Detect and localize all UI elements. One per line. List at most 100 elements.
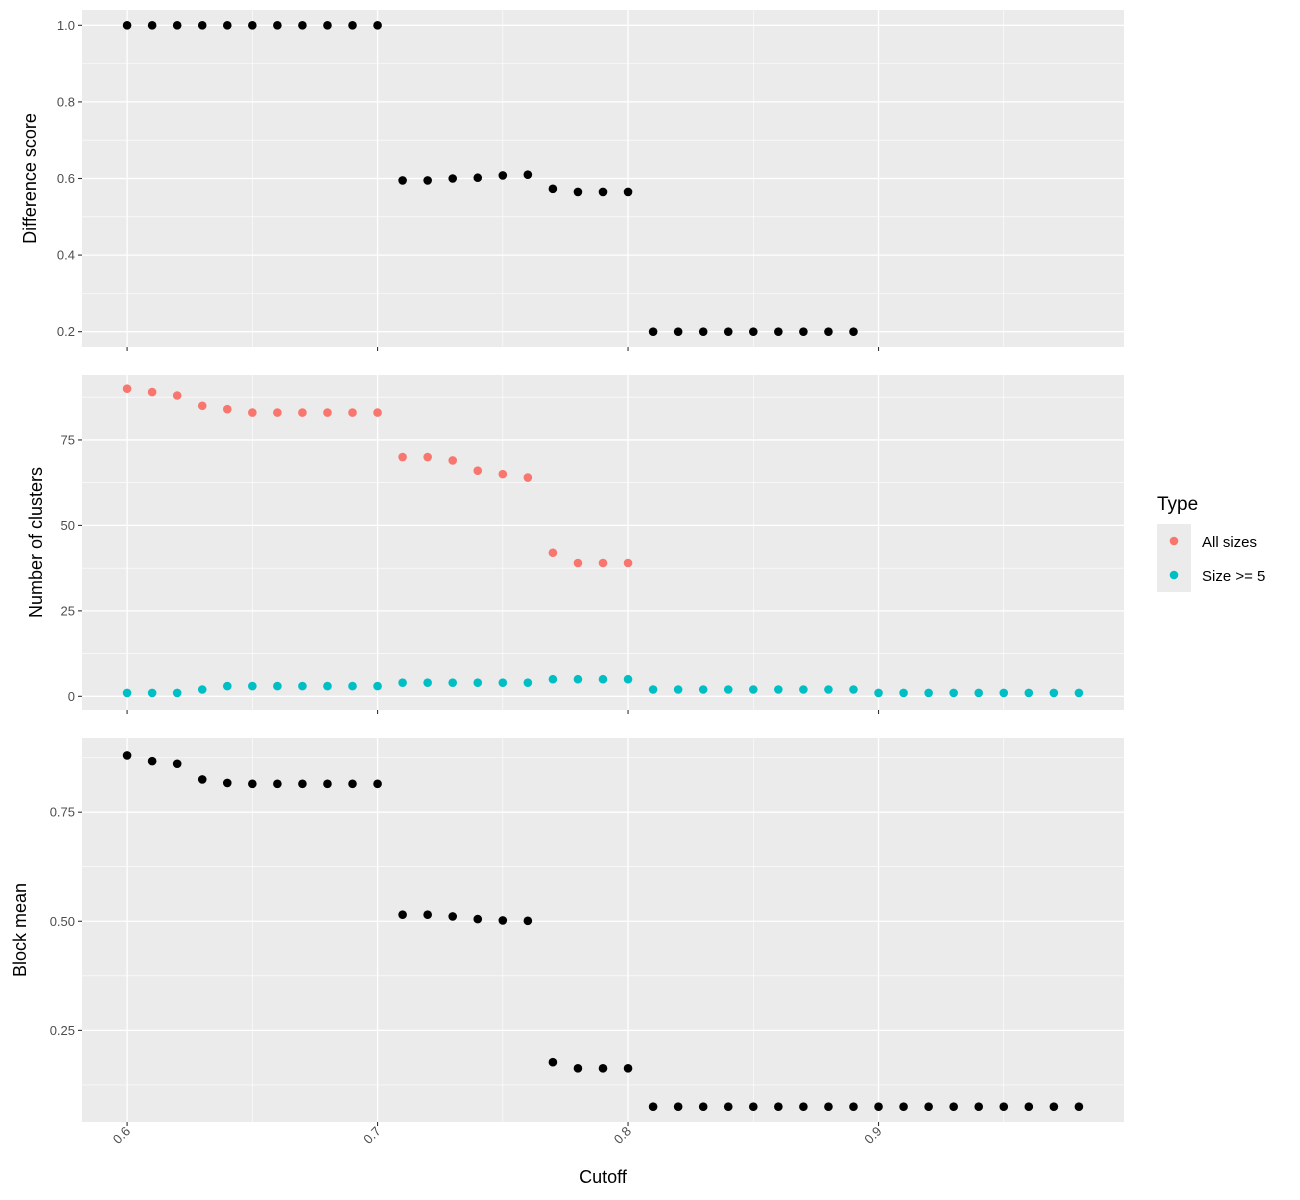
data-point [673, 685, 683, 694]
data-point [373, 681, 382, 691]
data-point [924, 688, 933, 698]
data-point [623, 187, 633, 197]
data-point [648, 1102, 658, 1112]
data-point [398, 176, 407, 185]
data-point [147, 688, 157, 698]
legend-title: Type [1157, 494, 1198, 515]
x-tick-label: 0.7 [360, 1124, 383, 1147]
data-point [122, 21, 132, 30]
data-point [774, 1102, 783, 1112]
data-point [222, 681, 232, 691]
data-point [348, 779, 357, 789]
data-point [698, 327, 708, 336]
data-point [548, 184, 558, 194]
y-tick-label: 75 [61, 432, 75, 447]
data-point [323, 21, 332, 30]
data-point [723, 327, 733, 336]
data-point [448, 174, 458, 183]
panel-background [82, 738, 1124, 1122]
data-point [197, 775, 207, 784]
data-point [974, 688, 984, 698]
x-tick-label: 0.9 [861, 1124, 884, 1147]
data-point [598, 187, 608, 197]
data-point [698, 685, 708, 694]
y-tick-label: 50 [61, 518, 75, 533]
legend-label-all-sizes: All sizes [1202, 534, 1257, 551]
x-tick-label: 0.6 [110, 1124, 133, 1147]
data-point [298, 408, 307, 417]
y-tick-label: 0.6 [57, 171, 75, 186]
data-point [348, 681, 357, 691]
data-point [648, 685, 658, 694]
data-point [1024, 688, 1034, 698]
data-point [473, 173, 483, 183]
data-point [849, 327, 858, 336]
data-point [548, 1057, 558, 1067]
data-point [473, 914, 483, 924]
data-point [448, 456, 458, 465]
legend-label-size-5: Size >= 5 [1202, 568, 1265, 585]
data-point [222, 21, 232, 30]
data-point [523, 170, 533, 179]
panel-block-mean: 0.25 0.50 0.75 0.6 0.7 0.8 0.9 Block mean [10, 738, 1124, 1147]
data-point [197, 685, 207, 694]
data-point [824, 1102, 833, 1112]
x-axis-title: Cutoff [579, 1167, 628, 1187]
data-point [799, 327, 808, 336]
y-axis-title: Difference score [20, 113, 40, 244]
y-tick-label: 0.50 [50, 914, 75, 929]
data-point [623, 558, 633, 568]
y-tick-label: 0.4 [57, 248, 75, 263]
data-point [723, 1102, 733, 1112]
data-point [924, 1102, 933, 1112]
data-point [273, 408, 282, 417]
data-point [298, 21, 307, 30]
data-point [573, 187, 583, 197]
y-axis-title: Number of clusters [26, 467, 46, 618]
data-point [498, 469, 508, 479]
data-point [172, 391, 182, 400]
data-point [1024, 1102, 1034, 1112]
data-point [172, 21, 182, 30]
data-point [1074, 688, 1084, 698]
y-axis-title: Block mean [10, 883, 30, 977]
data-point [147, 756, 157, 766]
data-point [448, 912, 458, 921]
data-point [423, 678, 432, 687]
data-point [398, 678, 407, 687]
data-point [899, 688, 908, 698]
data-point [323, 779, 332, 789]
data-point [774, 685, 783, 694]
data-point [874, 688, 883, 698]
data-point [949, 1102, 958, 1112]
data-point [799, 1102, 808, 1112]
panel-number-of-clusters: 0 25 50 75 Number of clusters [26, 375, 1124, 714]
data-point [899, 1102, 908, 1112]
data-point [648, 327, 658, 336]
data-point [573, 1064, 583, 1073]
legend-point-all-sizes [1169, 536, 1179, 546]
data-point [698, 1102, 708, 1112]
data-point [748, 327, 758, 336]
data-point [573, 558, 583, 568]
y-tick-label: 0.8 [57, 94, 75, 109]
y-tick-label: 0.25 [50, 1023, 75, 1038]
data-point [473, 678, 483, 687]
x-tick-label: 0.8 [611, 1124, 634, 1147]
data-point [197, 21, 207, 30]
data-point [423, 910, 432, 920]
data-point [523, 678, 533, 687]
data-point [197, 401, 207, 411]
y-tick-label: 0 [68, 689, 75, 704]
y-tick-label: 0.2 [57, 324, 75, 339]
data-point [323, 408, 332, 417]
data-point [298, 681, 307, 691]
data-point [498, 678, 508, 687]
data-point [298, 779, 307, 789]
data-point [523, 473, 533, 482]
data-point [1074, 1102, 1084, 1112]
data-point [473, 466, 483, 476]
data-point [774, 327, 783, 336]
data-point [548, 548, 558, 558]
